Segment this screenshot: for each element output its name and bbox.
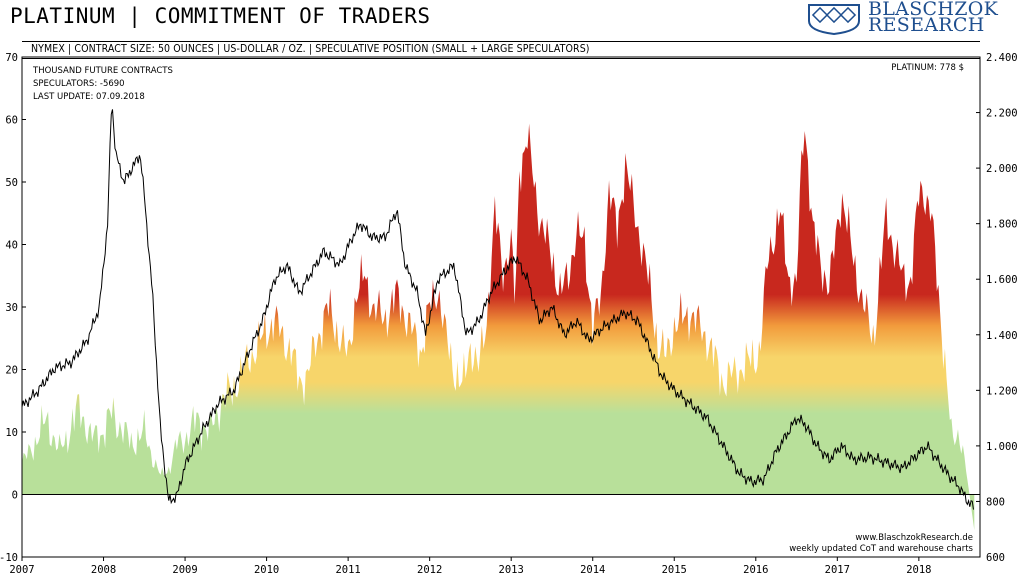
left-tick-label-0: 70 [5, 52, 18, 64]
credit-line-0: www.BlaschzokResearch.de [855, 533, 973, 543]
right-tick-label-1: 2.200 [986, 108, 1018, 120]
left-tick-label-8: -10 [0, 552, 18, 564]
x-tick-label-5: 2012 [417, 564, 442, 576]
x-tick-label-7: 2014 [580, 564, 605, 576]
x-tick-label-3: 2010 [254, 564, 279, 576]
right-tick-label-0: 2.400 [986, 52, 1018, 64]
info-line-2: LAST UPDATE: 07.09.2018 [33, 92, 145, 102]
crest-icon [808, 4, 860, 36]
right-tick-label-2: 2.000 [986, 163, 1018, 175]
logo-line1: BLASCHZOK [868, 0, 999, 20]
left-tick-label-2: 50 [5, 177, 18, 189]
logo-line2: RESEARCH [868, 14, 985, 36]
right-tick-label-4: 1.600 [986, 274, 1018, 286]
x-tick-label-9: 2016 [743, 564, 768, 576]
right-tick-label-6: 1.200 [986, 385, 1018, 397]
left-tick-label-5: 20 [5, 365, 18, 377]
x-tick-label-10: 2017 [825, 564, 850, 576]
left-tick-label-7: 0 [12, 490, 18, 502]
info-line-0: THOUSAND FUTURE CONTRACTS [32, 66, 173, 76]
chart-title: PLATINUM | COMMITMENT OF TRADERS [10, 4, 431, 28]
right-tick-label-8: 800 [986, 496, 1005, 508]
x-tick-label-1: 2008 [91, 564, 116, 576]
credit-line-1: weekly updated CoT and warehouse charts [789, 544, 973, 554]
price-line [22, 109, 974, 510]
left-tick-label-4: 30 [5, 302, 18, 314]
right-tick-label-5: 1.400 [986, 330, 1018, 342]
price-label: PLATINUM: 778 $ [891, 63, 964, 73]
x-tick-label-0: 2007 [9, 564, 34, 576]
left-tick-label-3: 40 [5, 240, 18, 252]
x-tick-label-2: 2009 [172, 564, 197, 576]
right-tick-label-7: 1.000 [986, 441, 1018, 453]
chart-subtitle: NYMEX | CONTRACT SIZE: 50 OUNCES | US-DO… [31, 43, 590, 55]
subtitle-bar: NYMEX | CONTRACT SIZE: 50 OUNCES | US-DO… [22, 41, 980, 59]
x-tick-label-4: 2011 [335, 564, 360, 576]
x-tick-label-8: 2015 [662, 564, 687, 576]
info-line-1: SPECULATORS: -5690 [33, 79, 125, 89]
right-tick-label-9: 600 [986, 552, 1005, 564]
speculators-area [22, 123, 975, 531]
left-tick-label-6: 10 [5, 427, 18, 439]
left-tick-label-1: 60 [5, 115, 18, 127]
brand-logo: BLASCHZOK RESEARCH [805, 0, 1015, 37]
right-tick-label-3: 1.800 [986, 219, 1018, 231]
x-tick-label-6: 2013 [499, 564, 524, 576]
x-tick-label-11: 2018 [906, 564, 931, 576]
